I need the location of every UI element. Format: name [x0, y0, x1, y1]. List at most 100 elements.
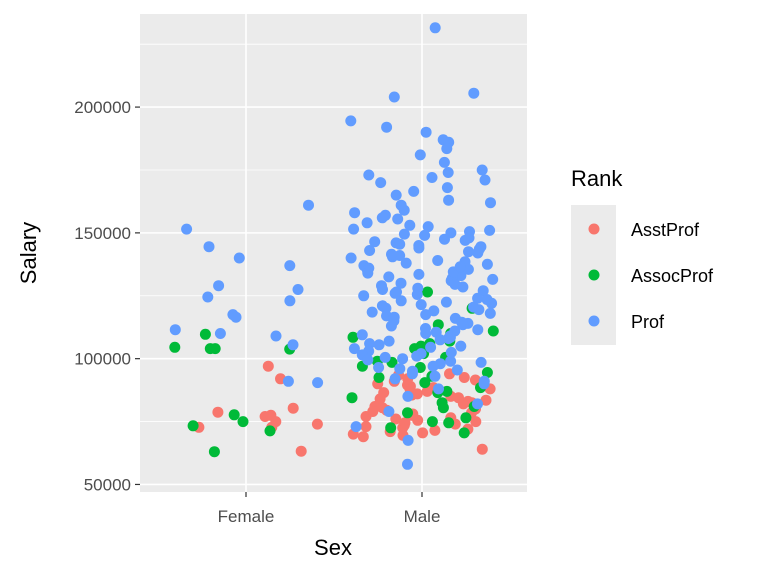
point-prof	[429, 370, 441, 382]
point-prof	[441, 182, 453, 194]
point-prof	[395, 277, 407, 289]
point-prof	[443, 194, 455, 206]
point-prof	[456, 316, 468, 328]
point-prof	[389, 373, 401, 385]
point-prof	[303, 199, 314, 211]
point-prof	[214, 328, 226, 339]
legend-key-prof	[588, 315, 600, 327]
point-asstprof	[480, 394, 492, 406]
point-prof	[472, 398, 483, 410]
point-asstprof	[476, 443, 488, 455]
point-asstprof	[311, 418, 323, 430]
point-asstprof	[287, 402, 299, 414]
point-prof	[379, 351, 391, 363]
legend-label-prof: Prof	[631, 312, 665, 332]
legend-items: AsstProf AssocProf Prof	[588, 220, 714, 332]
point-prof	[408, 185, 420, 197]
point-prof	[442, 167, 454, 178]
point-prof	[472, 324, 484, 336]
point-prof	[475, 241, 487, 253]
point-assocprof	[458, 427, 470, 439]
point-prof	[433, 383, 444, 395]
point-prof	[361, 217, 373, 229]
point-assocprof	[264, 425, 276, 437]
legend-label-asstprof: AsstProf	[631, 220, 700, 240]
point-prof	[415, 299, 427, 311]
point-prof	[455, 340, 467, 352]
point-prof	[287, 339, 299, 351]
point-prof	[312, 377, 324, 389]
point-prof	[411, 350, 423, 362]
point-assocprof	[209, 343, 221, 355]
point-prof	[381, 121, 393, 133]
point-prof	[377, 284, 388, 295]
y-tick-label: 50000	[84, 475, 131, 494]
point-asstprof	[390, 413, 402, 425]
point-asstprof	[470, 416, 482, 428]
point-prof	[345, 115, 357, 127]
point-prof	[422, 221, 434, 233]
point-prof	[284, 260, 296, 272]
point-prof	[383, 406, 395, 417]
x-axis-title: Sex	[314, 535, 352, 560]
point-prof	[369, 236, 381, 248]
point-prof	[169, 324, 181, 336]
data-points	[169, 22, 499, 470]
point-prof	[481, 258, 493, 270]
point-asstprof	[421, 385, 433, 397]
point-prof	[441, 143, 453, 155]
point-prof	[454, 261, 466, 273]
point-asstprof	[270, 416, 282, 428]
point-prof	[426, 172, 438, 183]
point-assocprof	[422, 286, 433, 298]
point-assocprof	[481, 367, 493, 378]
point-assocprof	[437, 402, 449, 414]
point-assocprof	[346, 392, 358, 404]
point-prof	[479, 174, 491, 186]
point-prof	[475, 356, 487, 368]
point-assocprof	[487, 325, 499, 337]
point-assocprof	[402, 407, 413, 419]
point-prof	[484, 224, 496, 236]
point-prof	[481, 294, 493, 305]
point-assocprof	[187, 420, 199, 432]
point-prof	[444, 331, 456, 343]
point-prof	[373, 362, 385, 373]
x-tick-label: Male	[404, 507, 441, 526]
legend-key-assocprof	[588, 269, 600, 281]
point-prof	[402, 434, 414, 446]
point-assocprof	[426, 416, 438, 428]
point-asstprof	[458, 372, 470, 383]
point-prof	[438, 156, 450, 168]
point-prof	[472, 292, 484, 304]
point-prof	[451, 364, 463, 376]
point-asstprof	[429, 424, 441, 436]
point-prof	[398, 228, 410, 240]
point-prof	[366, 306, 378, 318]
point-prof	[383, 335, 395, 347]
point-prof	[386, 248, 397, 260]
point-prof	[411, 289, 423, 300]
point-prof	[181, 223, 193, 235]
y-axis-title: Salary	[16, 222, 41, 284]
point-prof	[432, 255, 444, 266]
point-prof	[385, 320, 397, 332]
point-prof	[348, 223, 360, 235]
point-prof	[427, 360, 439, 372]
point-prof	[358, 290, 370, 302]
point-prof	[404, 219, 416, 231]
point-prof	[362, 354, 374, 366]
point-prof	[270, 330, 282, 342]
point-prof	[364, 245, 376, 256]
point-prof	[463, 246, 474, 258]
point-prof	[440, 296, 452, 308]
point-asstprof	[295, 445, 307, 457]
point-assocprof	[199, 328, 211, 340]
point-prof	[376, 212, 388, 224]
point-asstprof	[417, 427, 429, 439]
point-prof	[485, 197, 496, 209]
point-prof	[445, 346, 457, 358]
point-prof	[429, 22, 441, 34]
y-tick-label: 150000	[74, 224, 131, 243]
point-assocprof	[443, 417, 455, 429]
